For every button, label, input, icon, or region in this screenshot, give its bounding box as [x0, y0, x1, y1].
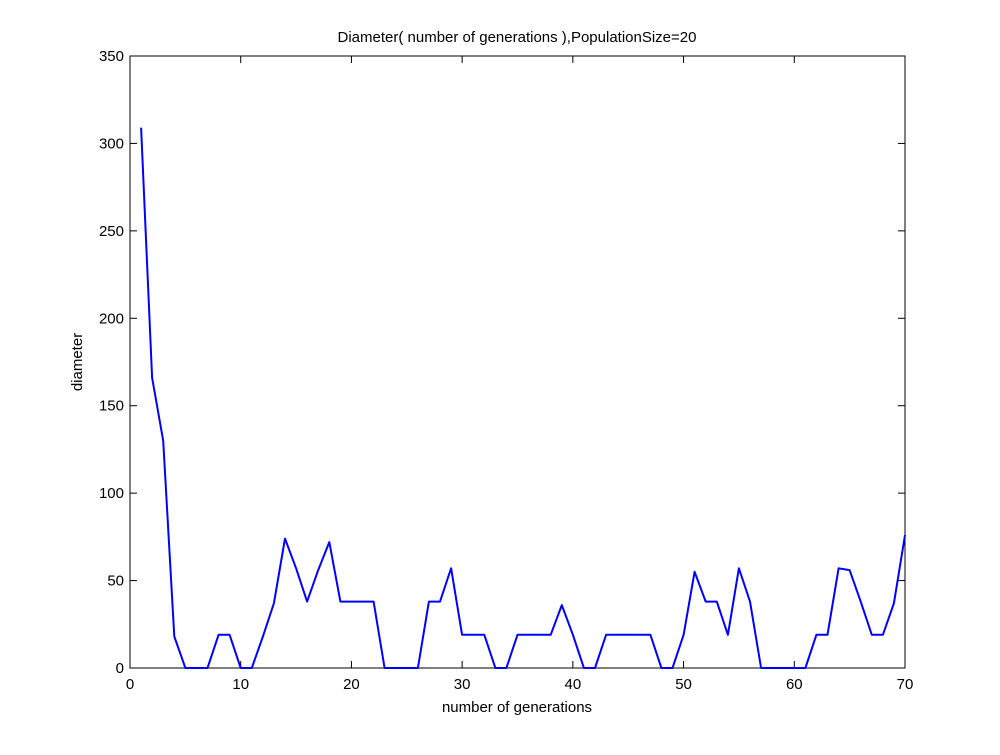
y-tick-label: 150	[99, 398, 124, 415]
tick-labels: 0 10 20 30 40 50 60 70 0 50 100 150 200 250 300 350	[99, 48, 913, 693]
x-tick-label: 0	[126, 676, 134, 693]
y-tick-label: 250	[99, 223, 124, 240]
x-tick-label: 50	[675, 676, 692, 693]
chart-title: Diameter( number of generations ),Popula…	[338, 29, 697, 46]
x-tick-label: 60	[786, 676, 803, 693]
y-axis-label: diameter	[69, 333, 86, 391]
y-tick-label: 100	[99, 485, 124, 502]
x-tick-label: 40	[565, 676, 582, 693]
series-line	[140, 127, 906, 669]
x-tick-label: 70	[897, 676, 914, 693]
y-tick-label: 0	[116, 660, 124, 677]
x-axis-label: number of generations	[442, 699, 592, 716]
plot-area	[129, 55, 906, 669]
x-tick-label: 30	[454, 676, 471, 693]
axis-ticks	[129, 55, 906, 669]
x-tick-label: 20	[343, 676, 360, 693]
y-tick-label: 300	[99, 135, 124, 152]
series-group	[140, 127, 906, 669]
x-tick-label: 10	[232, 676, 249, 693]
y-tick-label: 50	[107, 573, 124, 590]
y-tick-label: 200	[99, 310, 124, 327]
y-tick-label: 350	[99, 48, 124, 65]
